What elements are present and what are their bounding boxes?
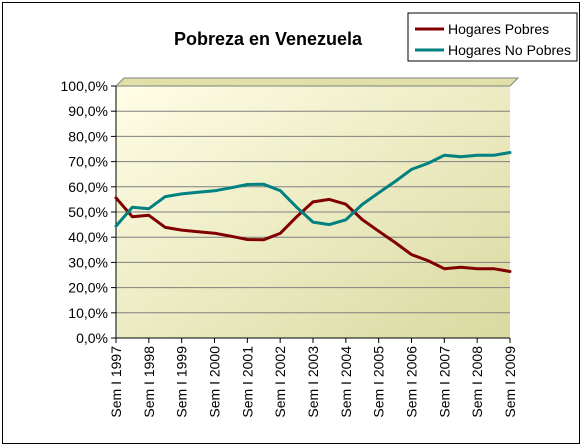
x-tick-label: Sem I 2004 (338, 346, 354, 418)
x-tick-label: Sem I 2003 (305, 346, 321, 418)
series-line-1 (114, 151, 512, 228)
y-tick-label: 60,0% (68, 179, 108, 195)
y-tick-label: 0,0% (76, 330, 108, 346)
x-tick-label: Sem I 2000 (207, 346, 223, 418)
legend-label: Hogares No Pobres (448, 42, 571, 58)
y-tick-label: 30,0% (68, 254, 108, 270)
legend-label: Hogares Pobres (448, 21, 549, 37)
y-tick-label: 100,0% (61, 78, 108, 94)
legend: Hogares Pobres Hogares No Pobres (407, 12, 578, 62)
x-tick-label: Sem I 2006 (404, 346, 420, 418)
x-tick-label: Sem I 2005 (371, 346, 387, 418)
x-tick-label: Sem I 1997 (108, 346, 124, 418)
x-tick-label: Sem I 2001 (239, 346, 255, 418)
x-tick-label: Sem I 1999 (174, 346, 190, 418)
legend-box (407, 12, 578, 62)
x-tick-label: Sem I 1998 (141, 346, 157, 418)
x-tick-label: Sem I 2002 (272, 346, 288, 418)
y-tick-label: 50,0% (68, 204, 108, 220)
y-tick-label: 20,0% (68, 280, 108, 296)
y-tick-label: 40,0% (68, 229, 108, 245)
series-line-0 (114, 196, 512, 273)
x-tick-label: Sem I 2009 (502, 346, 518, 418)
plot-area-top-edge (114, 77, 520, 87)
x-tick-label: Sem I 2008 (469, 346, 485, 418)
x-tick-label: Sem I 2007 (436, 346, 452, 418)
y-tick-label: 80,0% (68, 128, 108, 144)
y-tick-label: 10,0% (68, 305, 108, 321)
chart-title: Pobreza en Venezuela (174, 29, 363, 49)
y-tick-label: 70,0% (68, 154, 108, 170)
y-tick-label: 90,0% (68, 103, 108, 119)
